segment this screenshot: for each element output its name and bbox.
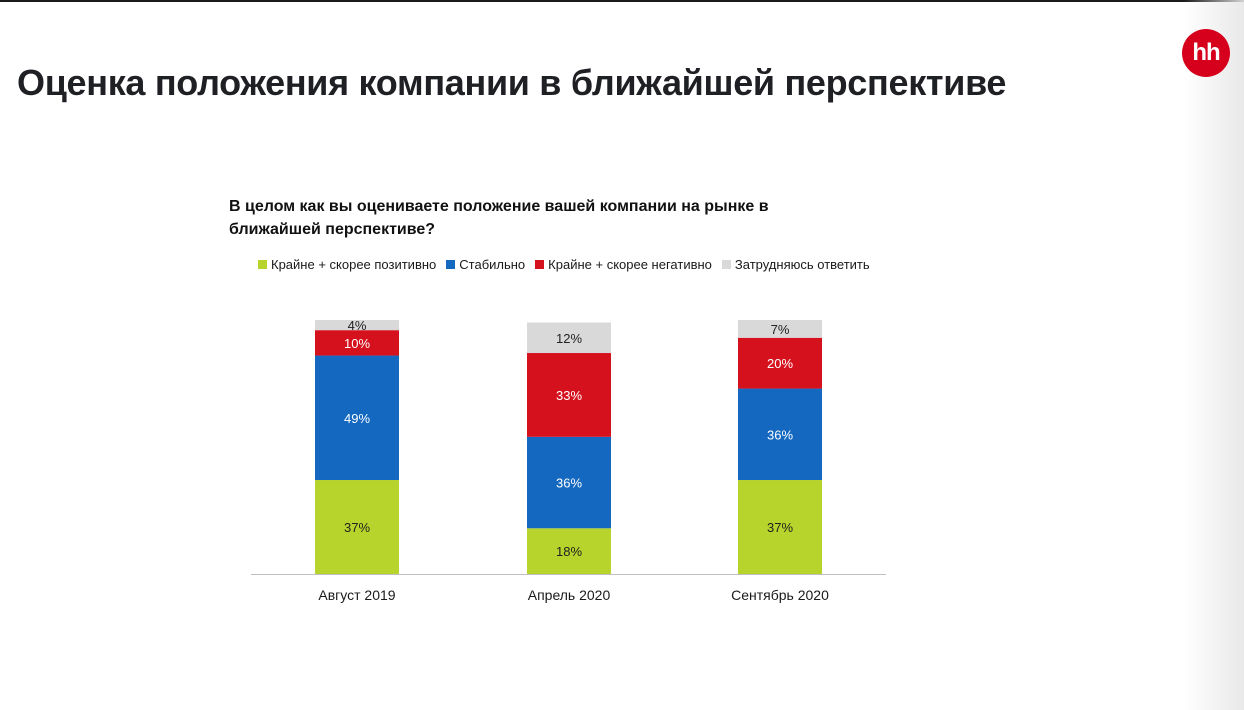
legend-label-stable: Стабильно — [459, 257, 526, 272]
data-label-aug-2019-positive: 37% — [344, 520, 370, 535]
legend-label-undecided: Затрудняюсь ответить — [734, 257, 870, 272]
bar-apr-2020-stable — [527, 436, 611, 529]
chart-legend: Крайне + скорее позитивно Стабильно Край… — [258, 257, 880, 272]
legend-swatch-stable — [446, 260, 456, 269]
legend-item-negative: Крайне + скорее негативно — [535, 257, 712, 272]
bar-sep-2020-positive — [738, 480, 822, 574]
legend-item-positive: Крайне + скорее позитивно — [258, 257, 436, 272]
bar-aug-2019-positive — [315, 480, 399, 574]
bar-apr-2020-undecided — [527, 322, 611, 354]
bar-aug-2019-stable — [315, 355, 399, 481]
category-label-sep-2020: Сентябрь 2020 — [731, 587, 829, 603]
data-label-apr-2020-stable: 36% — [556, 476, 582, 491]
data-label-apr-2020-negative: 33% — [556, 388, 582, 403]
bar-aug-2019-undecided — [315, 320, 399, 331]
legend-item-undecided: Затрудняюсь ответить — [721, 257, 870, 272]
bar-sep-2020-stable — [738, 388, 822, 481]
bar-aug-2019-negative — [315, 330, 399, 356]
bar-sep-2020-negative — [738, 337, 822, 389]
category-label-apr-2020: Апрель 2020 — [528, 587, 611, 603]
hh-logo: hh — [1182, 29, 1230, 77]
data-label-sep-2020-negative: 20% — [767, 356, 793, 371]
data-label-apr-2020-positive: 18% — [556, 544, 582, 559]
chart-title: В целом как вы оцениваете положение ваше… — [229, 198, 769, 238]
data-label-aug-2019-undecided: 4% — [348, 318, 367, 333]
legend-swatch-undecided — [721, 260, 731, 269]
legend-swatch-negative — [535, 260, 545, 269]
top-border — [0, 0, 1244, 2]
bar-apr-2020-negative — [527, 353, 611, 437]
data-label-sep-2020-undecided: 7% — [771, 322, 790, 337]
data-label-sep-2020-stable: 36% — [767, 427, 793, 442]
legend-swatch-positive — [258, 260, 267, 269]
data-label-aug-2019-negative: 10% — [344, 336, 370, 351]
data-label-apr-2020-undecided: 12% — [556, 331, 582, 346]
data-label-aug-2019-stable: 49% — [344, 411, 370, 426]
legend-item-stable: Стабильно — [446, 257, 525, 272]
legend-label-positive: Крайне + скорее позитивно — [271, 257, 437, 272]
data-label-sep-2020-positive: 37% — [767, 520, 793, 535]
bar-sep-2020-undecided — [738, 320, 822, 338]
legend-label-negative: Крайне + скорее негативно — [548, 257, 712, 272]
category-label-aug-2019: Август 2019 — [318, 587, 395, 603]
bar-apr-2020-positive — [527, 528, 611, 574]
page-title: Оценка положения компании в ближайшей пе… — [17, 62, 1007, 103]
right-edge-shadow — [1184, 0, 1244, 710]
